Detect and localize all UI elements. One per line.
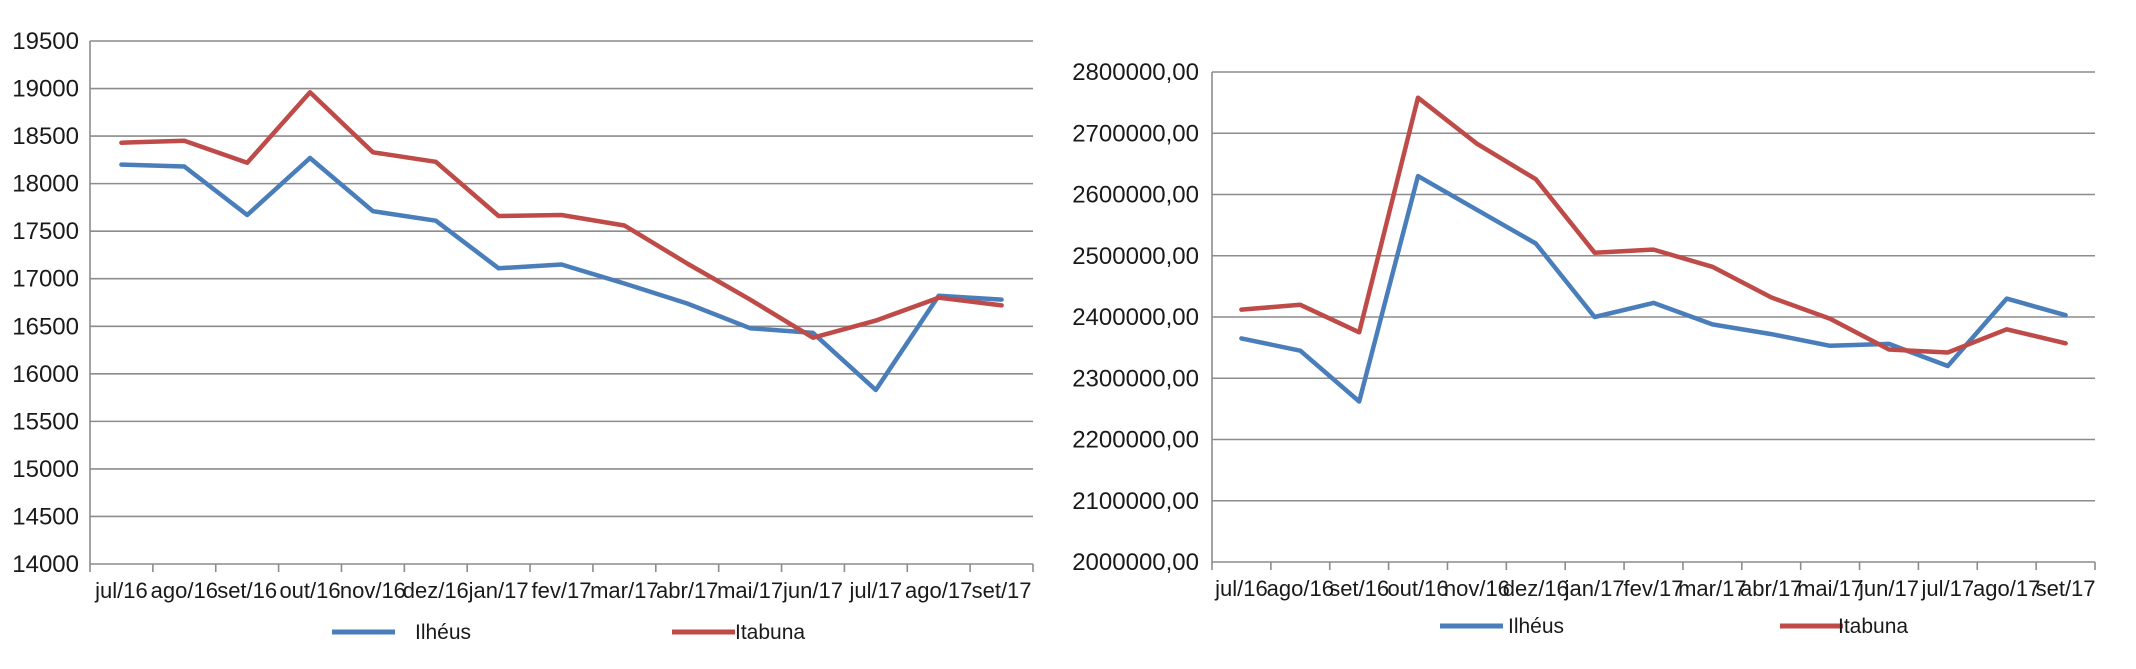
y-tick-label: 2200000,00 (1072, 427, 1199, 454)
y-tick-label: 2000000,00 (1072, 549, 1199, 576)
x-tick-label: ago/16 (1267, 576, 1334, 601)
x-tick-label: abr/17 (1740, 576, 1802, 601)
x-tick-label: nov/16 (340, 578, 406, 603)
x-tick-label: dez/16 (403, 578, 469, 603)
x-tick-label: dez/16 (1503, 576, 1569, 601)
legend-label: Ilhéus (1508, 615, 1564, 638)
legend-label: Ilhéus (415, 621, 471, 644)
x-tick-label: set/16 (217, 578, 277, 603)
series-line-ilheus (119, 155, 1004, 393)
x-tick-label: jul/17 (1921, 576, 1975, 601)
y-tick-label: 2100000,00 (1072, 488, 1199, 515)
y-tick-label: 2800000,00 (1072, 59, 1199, 86)
x-tick-label: mar/17 (1678, 576, 1746, 601)
x-tick-label: jan/17 (1564, 576, 1625, 601)
y-tick-label: 2400000,00 (1072, 304, 1199, 331)
x-tick-label: ago/17 (905, 578, 972, 603)
x-tick-label: nov/16 (1444, 576, 1510, 601)
x-tick-label: mai/17 (1797, 576, 1863, 601)
x-tick-label: jan/17 (468, 578, 529, 603)
y-tick-label: 2700000,00 (1072, 120, 1199, 147)
y-tick-label: 16500 (12, 313, 79, 340)
x-tick-label: jun/17 (1858, 576, 1919, 601)
y-tick-label: 19500 (12, 28, 79, 55)
y-tick-label: 18000 (12, 171, 79, 198)
y-tick-label: 17500 (12, 218, 79, 245)
x-tick-label: out/16 (1387, 576, 1448, 601)
y-tick-label: 17000 (12, 266, 79, 293)
y-tick-label: 14500 (12, 503, 79, 530)
y-tick-label: 2600000,00 (1072, 182, 1199, 209)
y-tick-label: 2300000,00 (1072, 365, 1199, 392)
series-line-itabuna (1239, 95, 2068, 355)
x-tick-label: mai/17 (717, 578, 783, 603)
x-tick-label: abr/17 (656, 578, 718, 603)
y-tick-label: 15500 (12, 408, 79, 435)
x-tick-label: out/16 (279, 578, 340, 603)
series-line-itabuna (119, 90, 1004, 340)
x-tick-label: set/17 (2036, 576, 2096, 601)
x-tick-label: jul/17 (849, 578, 903, 603)
y-tick-label: 2500000,00 (1072, 243, 1199, 270)
series-line-ilheus (1239, 173, 2068, 404)
y-tick-label: 18500 (12, 123, 79, 150)
legend-label: Itabuna (735, 621, 805, 644)
x-tick-label: fev/17 (1624, 576, 1684, 601)
legend-label: Itabuna (1838, 615, 1908, 638)
x-tick-label: jul/16 (1214, 576, 1268, 601)
y-tick-label: 14000 (12, 551, 79, 578)
x-tick-label: mar/17 (590, 578, 658, 603)
x-tick-label: ago/16 (151, 578, 218, 603)
x-tick-label: jun/17 (782, 578, 843, 603)
x-tick-label: jul/16 (94, 578, 148, 603)
x-tick-label: fev/17 (532, 578, 592, 603)
y-tick-label: 16000 (12, 361, 79, 388)
x-tick-label: ago/17 (1973, 576, 2040, 601)
chart-1: 14000 14500 15000 15500 16000 16500 17000 17500… (12, 28, 1034, 644)
x-tick-label: set/16 (1329, 576, 1389, 601)
chart-2: 2000000,00 2100000,00 2200000,00 2300000,00… (1072, 59, 2096, 638)
y-tick-label: 19000 (12, 76, 79, 103)
x-tick-label: set/17 (972, 578, 1032, 603)
y-tick-label: 15000 (12, 456, 79, 483)
